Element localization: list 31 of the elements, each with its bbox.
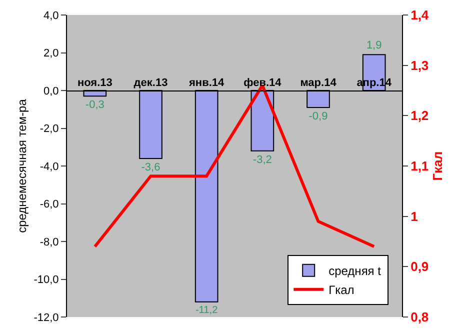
data-label: -0,3 <box>85 99 104 112</box>
data-label: -0,9 <box>308 110 328 122</box>
y2-axis-title: Гкал <box>430 151 446 181</box>
data-label: -11,2 <box>195 305 218 316</box>
y-tick-label: -4,0 <box>40 160 59 173</box>
y2-tick-label: 1,4 <box>410 8 430 23</box>
x-tick-label: мар.14 <box>300 77 338 90</box>
data-label: -3,6 <box>141 161 160 174</box>
legend-label: средняя t <box>328 264 382 278</box>
y-tick-label: 0,0 <box>44 85 59 98</box>
y-tick-label: -6,0 <box>40 198 59 211</box>
y2-tick-label: 1,1 <box>410 158 429 174</box>
y-axis-title: среднемесячная тем-ра <box>15 98 30 233</box>
y-tick-label: -10,0 <box>34 274 59 286</box>
y-tick-label: -2,0 <box>40 123 59 136</box>
y2-tick-label: 1,3 <box>410 58 429 73</box>
data-label: 1,9 <box>366 40 382 52</box>
x-tick-label: дек.13 <box>134 77 168 90</box>
y2-tick-label: 0,8 <box>410 310 429 325</box>
y2-tick-label: 1 <box>410 208 418 224</box>
y-tick-label: 4,0 <box>44 10 59 22</box>
data-label: -3,2 <box>252 154 272 166</box>
x-tick-label: янв.14 <box>189 77 226 90</box>
y2-tick-label: 1,2 <box>410 108 429 124</box>
y2-tick-label: 0,9 <box>410 259 429 274</box>
y-tick-label: -8,0 <box>40 236 59 248</box>
x-tick-label: фев.14 <box>244 77 282 90</box>
y-tick-label: 2,0 <box>44 48 59 60</box>
y-tick-label: -12,0 <box>34 312 59 324</box>
legend-label: Гкал <box>328 283 354 298</box>
x-tick-label: ноя.13 <box>77 77 112 90</box>
